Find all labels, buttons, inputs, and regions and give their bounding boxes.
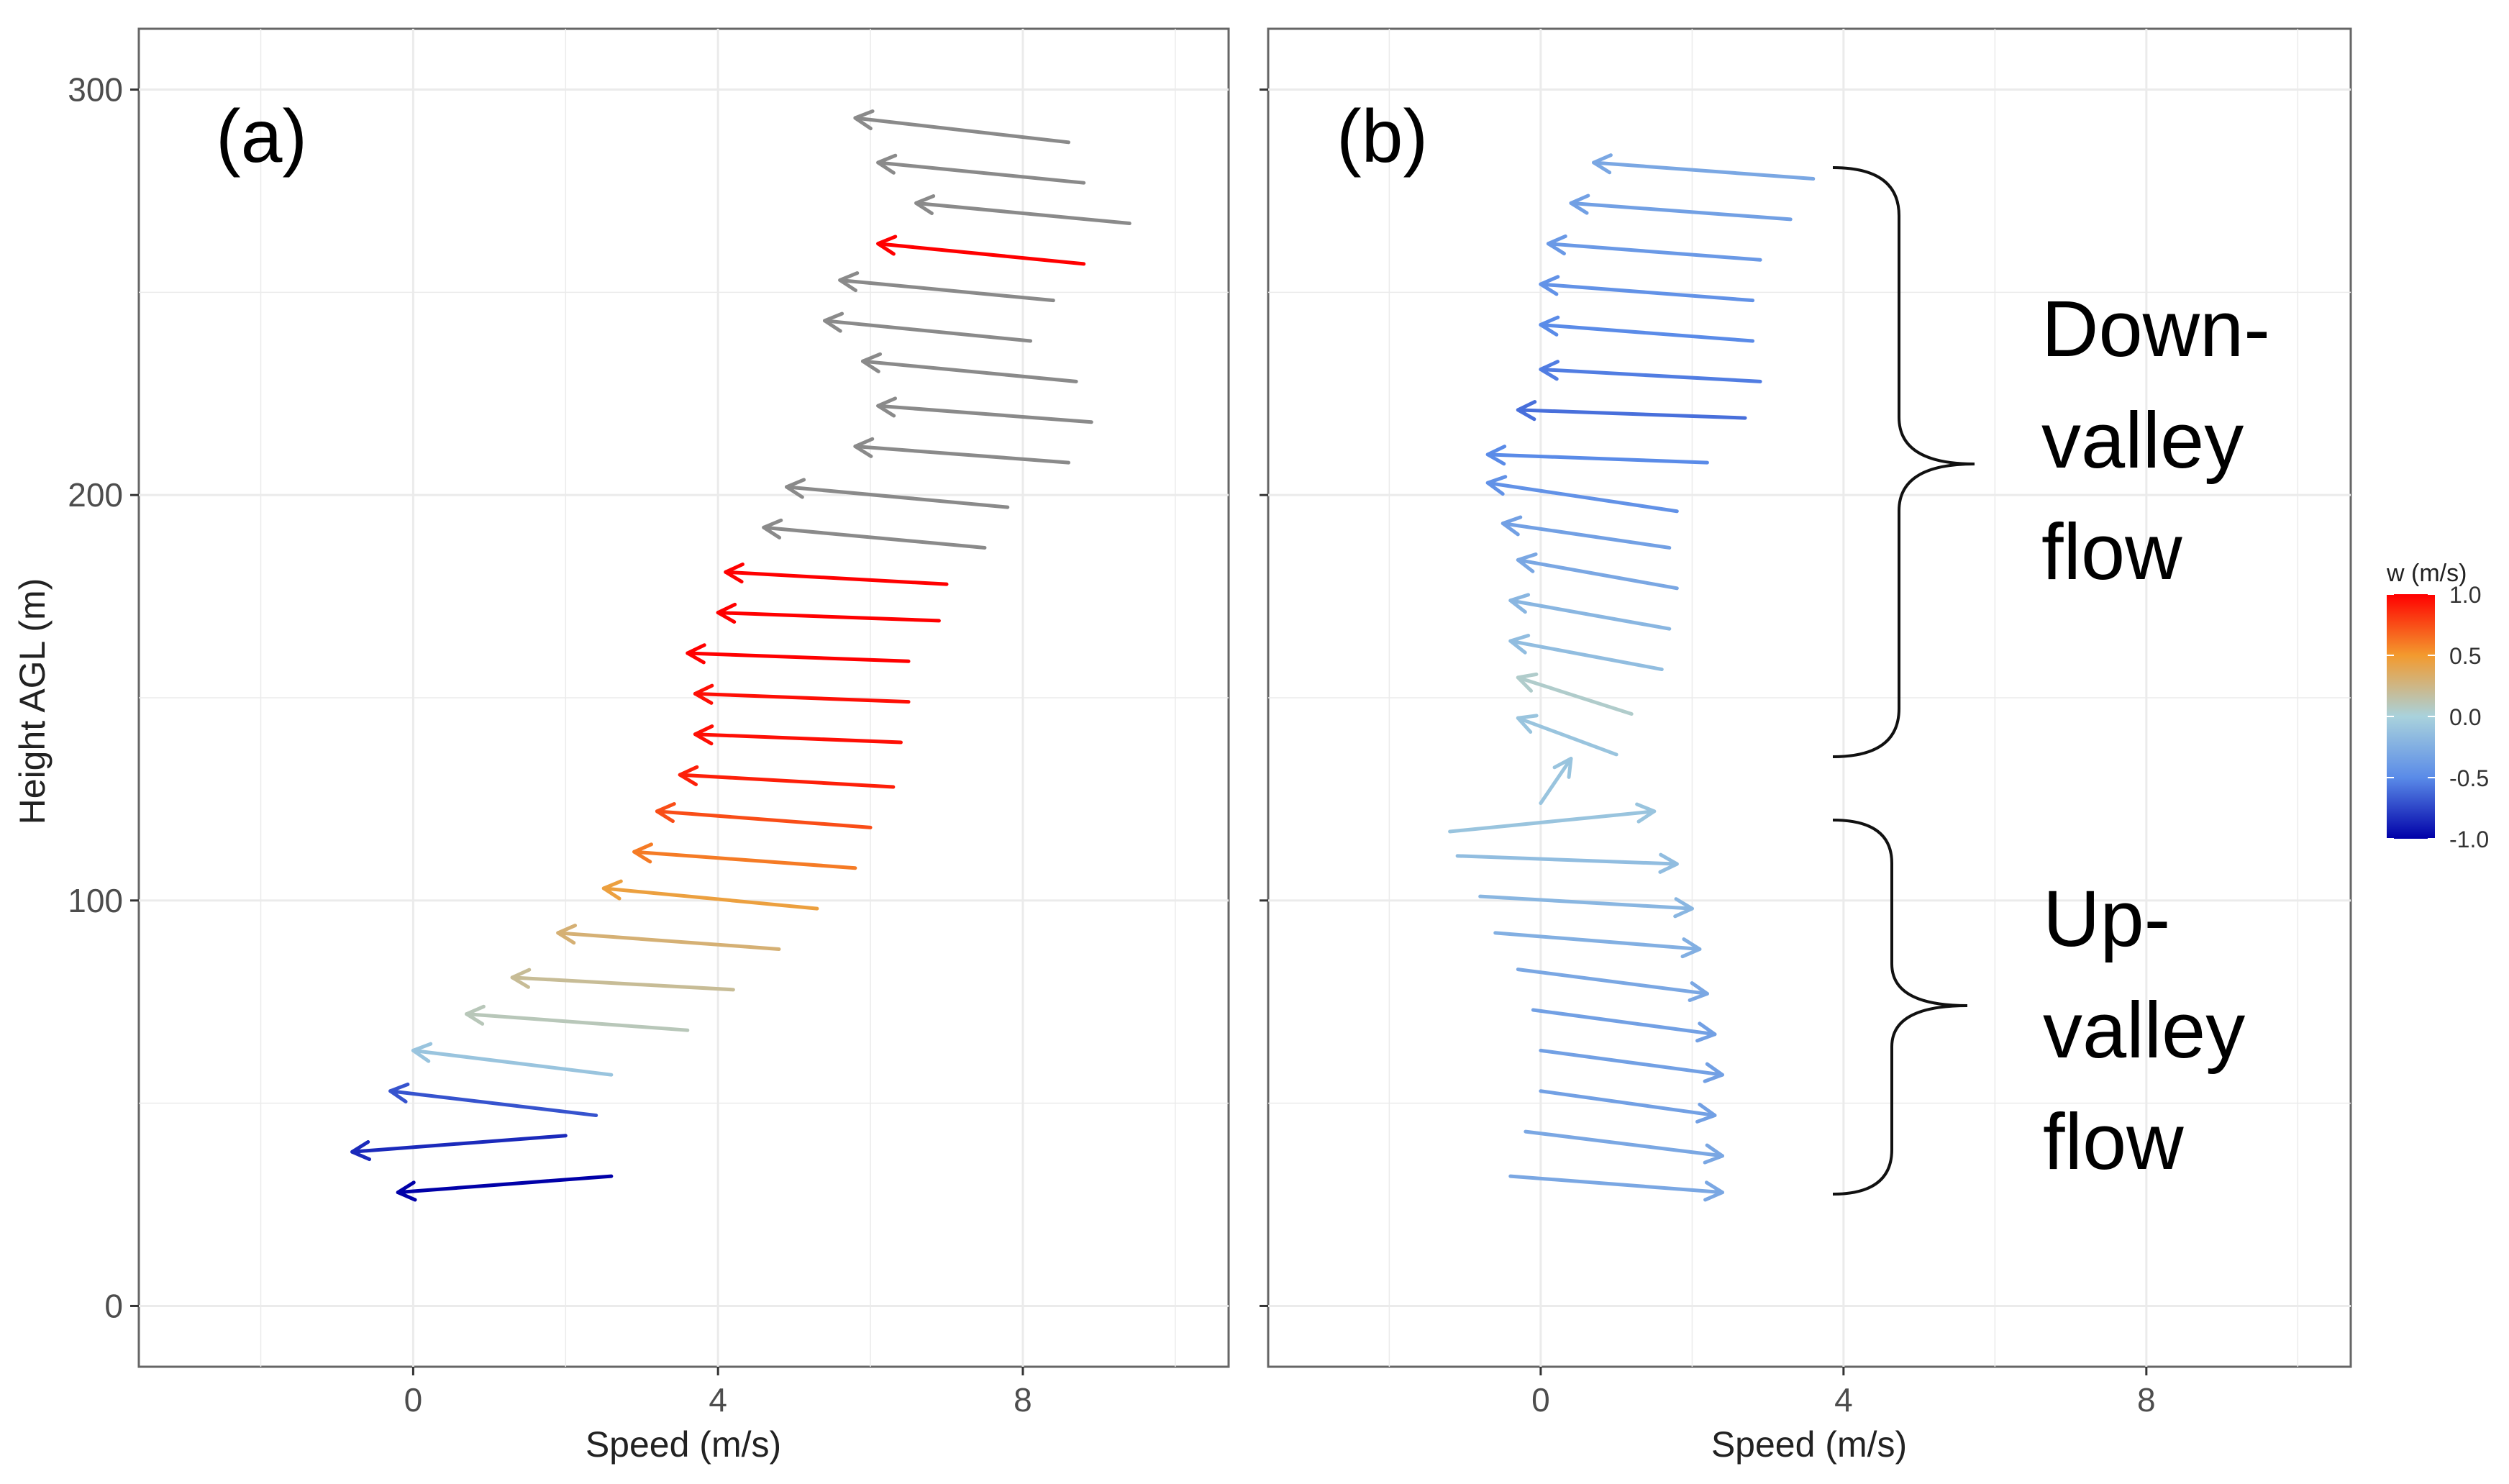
wind-arrow	[632, 842, 857, 870]
panel-a: (a) 0 4 8 0 100 200 300 Speed (m/s) Height AGL…	[12, 27, 1230, 1465]
wind-arrow	[1531, 1008, 1717, 1043]
wind-arrow	[785, 478, 1010, 509]
wind-arrow	[693, 724, 903, 746]
legend-tick-label: -0.5	[2449, 765, 2489, 791]
x-tick-label: 0	[404, 1381, 423, 1419]
wind-arrow	[1508, 1174, 1724, 1202]
wind-arrow	[1501, 515, 1672, 550]
down-valley-annotation: Down- valley flow	[2041, 285, 2270, 596]
panel-a-grid	[139, 29, 1229, 1367]
wind-arrow	[838, 271, 1055, 303]
wind-arrow	[876, 153, 1086, 185]
wind-arrow	[1539, 360, 1762, 383]
wind-arrow	[1569, 194, 1793, 222]
wind-arrow	[1539, 757, 1573, 806]
wind-arrow	[1539, 1048, 1724, 1083]
x-tick-label: 8	[2137, 1381, 2156, 1419]
wind-arrow	[411, 1042, 614, 1077]
wind-arrow	[1539, 1089, 1717, 1124]
up-valley-line-3: flow	[2043, 1098, 2184, 1186]
panel-a-x-axis-title: Speed (m/s)	[586, 1424, 781, 1465]
wind-arrow	[724, 562, 949, 586]
x-tick-label: 4	[709, 1381, 727, 1419]
panel-b-x-axis-title: Speed (m/s)	[1711, 1424, 1907, 1465]
down-valley-line-3: flow	[2041, 508, 2182, 596]
wind-arrow	[350, 1134, 568, 1162]
wind-arrow	[853, 437, 1071, 465]
up-valley-brace	[1832, 819, 1968, 1196]
wind-arrow	[860, 352, 1078, 383]
wind-arrow	[1478, 894, 1694, 919]
up-valley-line-1: Up-	[2043, 875, 2170, 963]
wind-arrow	[853, 109, 1071, 145]
wind-arrow	[1516, 400, 1747, 422]
panel-b: (b) 0 4 8 Speed (m/s) Down- valley flow Up…	[1260, 27, 2352, 1465]
down-valley-brace	[1832, 166, 1975, 758]
panel-a-label: (a)	[216, 95, 307, 178]
wind-arrow	[396, 1174, 614, 1202]
wind-arrow	[876, 235, 1086, 266]
panel-b-ticks: 0 4 8	[1260, 88, 2156, 1419]
y-tick-label: 0	[104, 1287, 123, 1324]
wind-arrow	[1539, 275, 1755, 303]
down-valley-line-1: Down-	[2041, 285, 2270, 373]
wind-arrow	[465, 1004, 690, 1032]
panel-b-arrows	[1448, 153, 1816, 1202]
up-valley-line-2: valley	[2043, 986, 2245, 1075]
wind-arrow	[822, 311, 1033, 343]
wind-arrow	[678, 765, 896, 789]
wind-arrow	[1508, 633, 1664, 672]
wind-arrow	[686, 643, 911, 665]
up-valley-annotation: Up- valley flow	[2043, 875, 2245, 1186]
legend-ticks: 1.0 0.5 0.0 -0.5 -1.0	[2387, 582, 2489, 852]
wind-arrow	[1592, 153, 1816, 181]
wind-arrow	[1516, 672, 1634, 716]
wind-arrow	[1546, 234, 1762, 262]
wind-arrow	[762, 518, 987, 550]
wind-arrow	[1516, 552, 1679, 591]
down-valley-line-2: valley	[2041, 396, 2244, 485]
wind-arrow	[914, 194, 1131, 226]
wind-arrow	[655, 802, 873, 829]
wind-arrow	[1508, 593, 1672, 631]
wind-arrow	[1516, 968, 1709, 1003]
legend-tick-label: -1.0	[2449, 827, 2489, 852]
wind-arrow	[1455, 852, 1679, 874]
wind-arrow	[388, 1082, 598, 1118]
wind-arrow	[1485, 475, 1679, 514]
panel-b-grid	[1268, 29, 2351, 1367]
legend-colorbar	[2387, 594, 2435, 839]
wind-arrow	[1485, 445, 1709, 466]
wind-arrow	[556, 924, 781, 951]
color-legend: w (m/s) 1.0 0.5 0.0 -0.5 -1.0	[2386, 560, 2489, 852]
wind-arrow	[1493, 931, 1702, 959]
panel-a-arrows	[350, 109, 1131, 1202]
panel-a-y-axis-title: Height AGL (m)	[12, 578, 53, 825]
y-tick-label: 200	[68, 476, 123, 514]
x-tick-label: 4	[1834, 1381, 1853, 1419]
y-tick-label: 100	[68, 882, 123, 919]
x-tick-label: 8	[1014, 1381, 1032, 1419]
legend-tick-label: 1.0	[2449, 582, 2481, 608]
wind-arrow	[876, 396, 1093, 424]
panel-b-label: (b)	[1337, 95, 1428, 178]
wind-arrow	[1516, 714, 1618, 757]
wind-arrow	[1448, 802, 1657, 834]
legend-title: w (m/s)	[2386, 560, 2467, 587]
panel-a-ticks: 0 4 8 0 100 200 300	[68, 71, 1032, 1419]
wind-arrow	[601, 879, 819, 911]
wind-arrow	[510, 968, 735, 992]
wind-arrow	[1524, 1129, 1724, 1165]
legend-tick-label: 0.0	[2449, 704, 2481, 730]
wind-arrow	[1539, 315, 1755, 343]
y-tick-label: 300	[68, 71, 123, 109]
wind-arrow	[693, 683, 911, 705]
legend-tick-label: 0.5	[2449, 643, 2481, 669]
x-tick-label: 0	[1531, 1381, 1550, 1419]
wind-arrow	[716, 602, 941, 624]
